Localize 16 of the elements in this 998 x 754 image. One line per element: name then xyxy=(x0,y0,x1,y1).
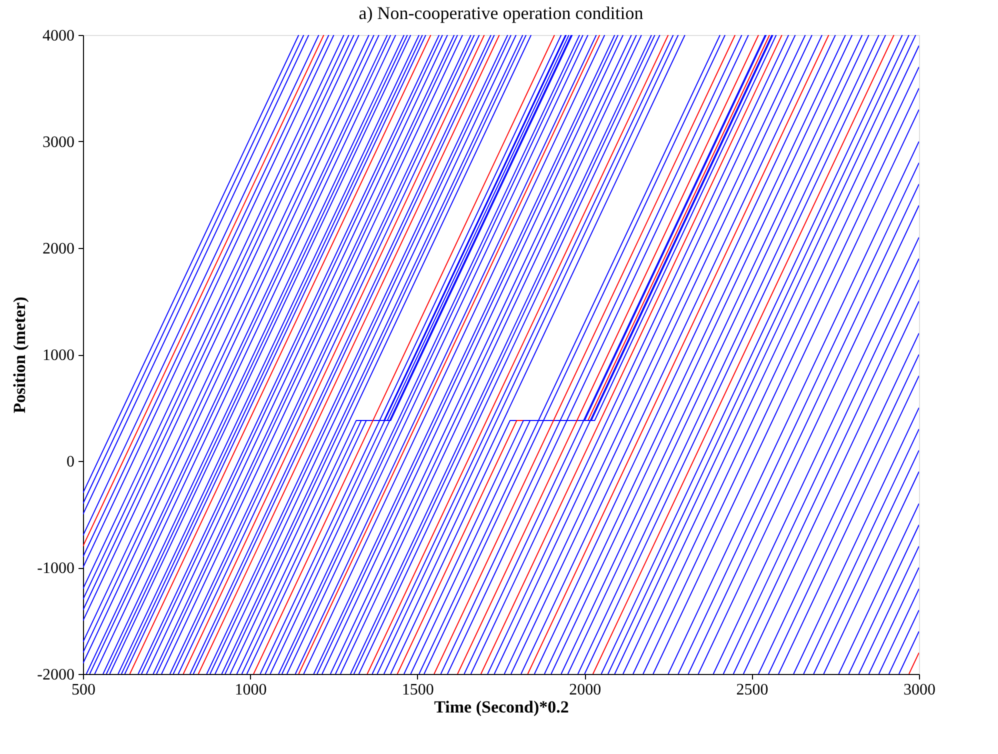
x-tick-label: 1500 xyxy=(402,682,434,698)
y-tick-label: -2000 xyxy=(37,666,74,684)
y-tick-label: -1000 xyxy=(37,560,74,577)
y-tick-label: 0 xyxy=(66,454,74,470)
y-tick-label: 4000 xyxy=(42,28,74,44)
x-tick-label: 1000 xyxy=(234,682,267,698)
chart-title: a) Non-cooperative operation condition xyxy=(358,3,644,23)
x-tick-label: 3000 xyxy=(904,682,936,698)
x-tick-label: 2500 xyxy=(736,682,768,698)
x-axis-title: Time (Second)*0.2 xyxy=(434,698,569,716)
x-tick-label: 500 xyxy=(72,682,96,698)
x-tick-label: 2000 xyxy=(569,682,602,698)
y-tick-label: 1000 xyxy=(42,347,74,364)
y-tick-label: 2000 xyxy=(42,240,74,258)
y-tick-label: 3000 xyxy=(42,134,74,151)
y-axis-title: Position (meter) xyxy=(10,296,30,414)
